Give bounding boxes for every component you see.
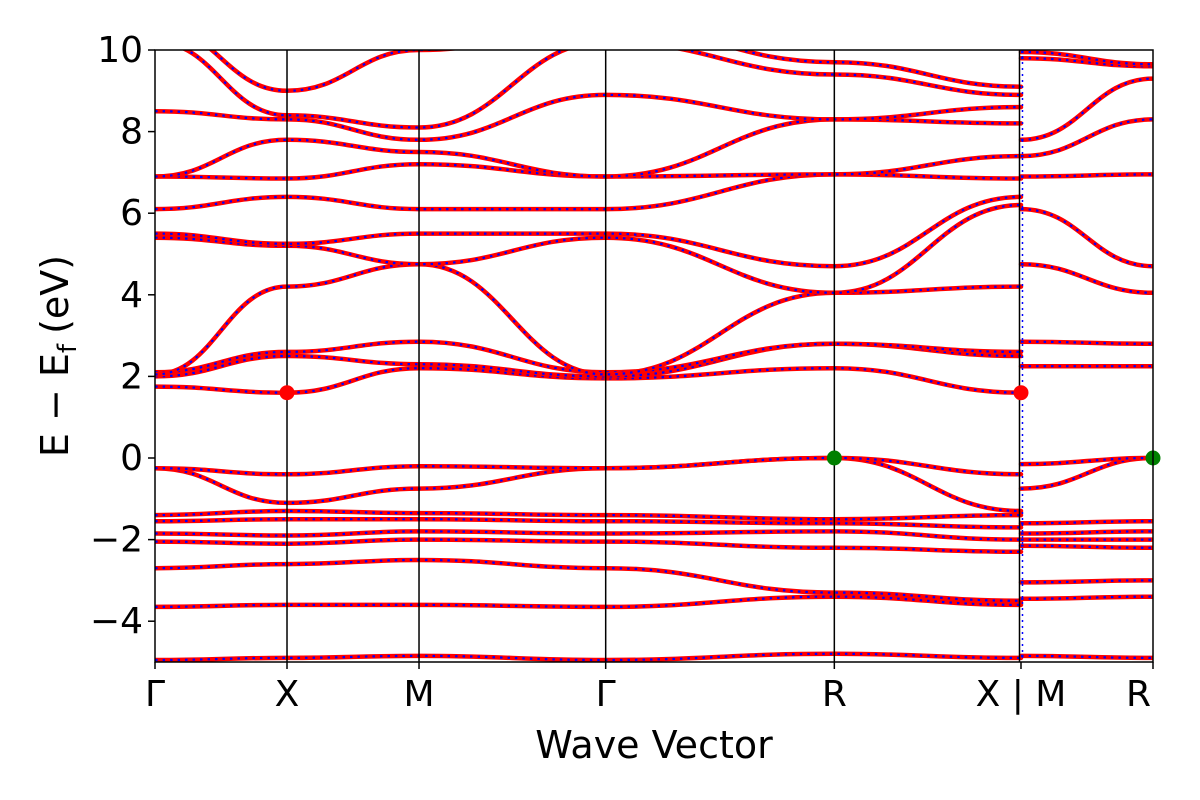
vbm-marker xyxy=(826,450,842,466)
x-tick-label: X xyxy=(275,674,300,715)
path-b-band-0-solid xyxy=(1018,653,1153,661)
path-a-band-17-dotted xyxy=(155,118,1022,178)
x-tick-label: R xyxy=(822,674,847,715)
path-b-band-7-dotted xyxy=(1020,456,1153,490)
path-b-band-13-solid xyxy=(1018,172,1153,179)
path-a-band-12-dotted xyxy=(155,263,1022,376)
plot-frame xyxy=(154,49,1154,663)
path-a-band-9-dotted xyxy=(155,367,1022,394)
path-b-band-5-solid xyxy=(1018,529,1153,536)
x-axis-label: Wave Vector xyxy=(535,723,773,767)
band-edge-markers xyxy=(279,385,1161,466)
path-b-band-3-dotted xyxy=(1020,544,1153,549)
y-axis-label: E − Ef (eV) xyxy=(33,255,83,457)
path-b-band-3-solid xyxy=(1018,543,1153,551)
path-b-band-11-solid xyxy=(1018,206,1153,269)
path-a-band-6-dotted xyxy=(155,509,1022,521)
path-a-band-19-solid xyxy=(181,50,1024,130)
x-tick-label: Γ xyxy=(145,674,165,715)
y-axis-label-unit: (eV) xyxy=(33,255,77,334)
path-a-band-14-dotted xyxy=(155,195,1022,268)
path-a-band-20-solid xyxy=(208,50,1024,94)
y-tick-label: 6 xyxy=(120,193,143,234)
x-tick-label: X | M xyxy=(976,674,1067,715)
path-b-band-15-solid xyxy=(1018,76,1153,143)
path-a-band-4-dotted xyxy=(155,530,1022,541)
path-a-band-18-dotted xyxy=(155,93,1022,141)
y-axis-label-sub: f xyxy=(53,343,83,353)
cbm-marker xyxy=(279,385,295,401)
path-b-band-2-solid xyxy=(1018,578,1153,585)
path-a-band-13-dotted xyxy=(155,203,1022,294)
path-b-band-5-dotted xyxy=(1020,530,1153,535)
cbm-marker xyxy=(1013,385,1029,401)
path-b-band-6-dotted xyxy=(1020,520,1153,525)
path-a-band-7-dotted xyxy=(155,456,1022,513)
path-b-band-11-dotted xyxy=(1020,208,1153,268)
high-symmetry-lines xyxy=(286,50,1024,662)
path-a-band-0-dotted xyxy=(155,652,1022,662)
y-tick-label: 8 xyxy=(120,112,143,153)
path-a-band-1-dotted xyxy=(155,595,1022,609)
y-axis-ticks: 10 8 6 4 2 0 −2 −4 xyxy=(90,30,155,642)
x-axis-ticks: Γ X M Γ R X | M R xyxy=(145,662,1154,715)
path-a-band-20-dotted xyxy=(210,50,1022,92)
path-b-band-2-dotted xyxy=(1020,579,1153,584)
x-tick-label: M xyxy=(403,674,434,715)
y-tick-label: −2 xyxy=(90,520,143,561)
path-a-band-5-dotted xyxy=(155,518,1022,529)
path-b-band-8-dotted xyxy=(1020,456,1153,466)
path-b-band-13-dotted xyxy=(1020,173,1153,178)
path-a-band-16-dotted xyxy=(155,155,1022,180)
path-b-band-10-dotted xyxy=(1020,340,1153,345)
y-tick-label: 4 xyxy=(120,275,143,316)
y-tick-label: 10 xyxy=(97,30,143,71)
path-b-band-6-solid xyxy=(1018,518,1153,526)
path-a-band-3-dotted xyxy=(155,538,1022,553)
path-b-band-10-solid xyxy=(1018,339,1153,347)
path-a-band-2-dotted xyxy=(155,558,1022,602)
path-b-band-14-dotted xyxy=(1020,118,1153,158)
bands-layer xyxy=(155,50,1153,662)
path-a-band-8-dotted xyxy=(155,456,1022,476)
path-a-band-2-solid xyxy=(155,557,1024,604)
y-tick-label: −4 xyxy=(90,601,143,642)
path-b-band-15-dotted xyxy=(1020,77,1153,141)
y-tick-label: 0 xyxy=(120,438,143,479)
x-tick-label: Γ xyxy=(596,674,616,715)
path-b-band-0-dotted xyxy=(1020,654,1153,659)
path-a-band-17-solid xyxy=(155,117,1024,179)
y-tick-label: 2 xyxy=(120,356,143,397)
path-b-band-17-dotted xyxy=(1020,50,1153,66)
y-axis-label-main: E − E xyxy=(33,353,77,457)
path-b-band-1-dotted xyxy=(1020,595,1153,600)
path-b-band-1-solid xyxy=(1018,594,1153,602)
x-tick-label: R xyxy=(1126,674,1151,715)
path-a-band-13-solid xyxy=(155,202,1024,296)
path-b-band-12-dotted xyxy=(1020,263,1153,294)
path-a-band-3-solid xyxy=(155,537,1024,555)
